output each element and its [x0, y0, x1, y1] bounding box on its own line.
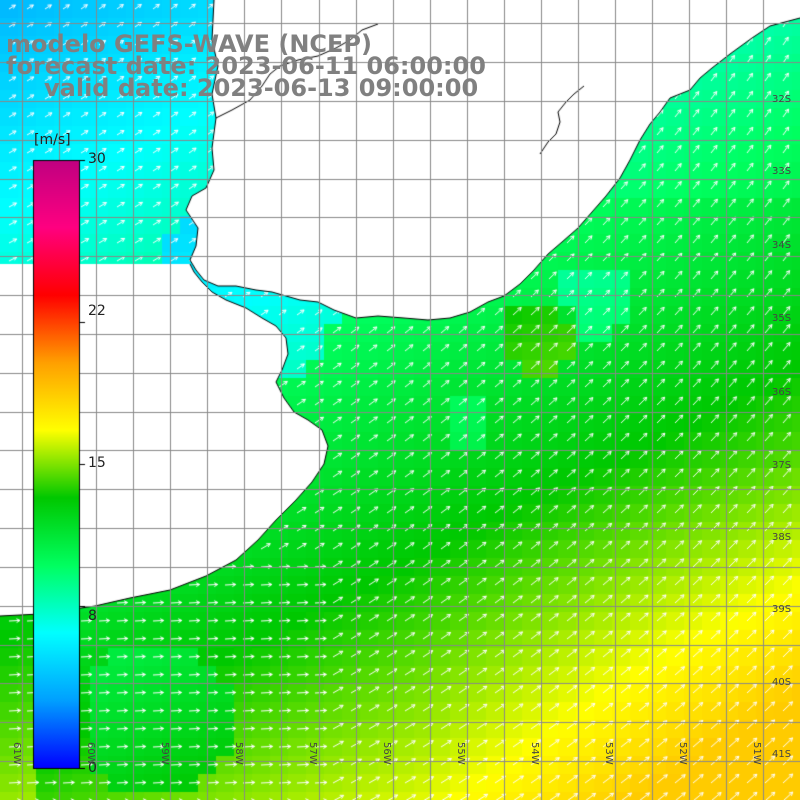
colorbar-tick-30: 30	[88, 151, 106, 167]
lat-label-39s: 39S	[772, 604, 792, 615]
lon-label-55w: 55W	[455, 742, 466, 765]
valid-date: valid date: 2023-06-13 09:00:00	[44, 74, 479, 102]
colorbar-tick-8: 8	[88, 608, 97, 624]
lat-label-40s: 40S	[772, 677, 792, 688]
lon-label-54w: 54W	[529, 742, 540, 765]
lat-label-34s: 34S	[772, 240, 792, 251]
model-title: modelo GEFS-WAVE (NCEP)	[6, 30, 372, 58]
colorbar-tick-15: 15	[88, 455, 106, 471]
lon-label-57w: 57W	[307, 742, 318, 765]
colorbar-tick-22: 22	[88, 303, 106, 319]
lat-label-36s: 36S	[772, 387, 792, 398]
lat-label-32s: 32S	[772, 94, 792, 105]
lat-label-37s: 37S	[772, 460, 792, 471]
lon-label-61w: 61W	[11, 742, 22, 765]
lon-label-58w: 58W	[233, 742, 244, 765]
lat-label-33s: 33S	[772, 166, 792, 177]
lon-label-56w: 56W	[381, 742, 392, 765]
lat-label-41s: 41S	[772, 749, 792, 760]
lon-label-52w: 52W	[677, 742, 688, 765]
lon-label-60w: 60W	[85, 742, 96, 765]
lat-label-38s: 38S	[772, 532, 792, 543]
lat-label-35s: 35S	[772, 313, 792, 324]
lon-label-51w: 51W	[751, 742, 762, 765]
lon-label-53w: 53W	[603, 742, 614, 765]
colorbar-tick-0: 0	[88, 760, 97, 776]
forecast-date: forecast date: 2023-06-11 06:00:00	[6, 52, 486, 80]
colorbar-unit: [m/s]	[34, 132, 71, 148]
lon-label-59w: 59W	[159, 742, 170, 765]
